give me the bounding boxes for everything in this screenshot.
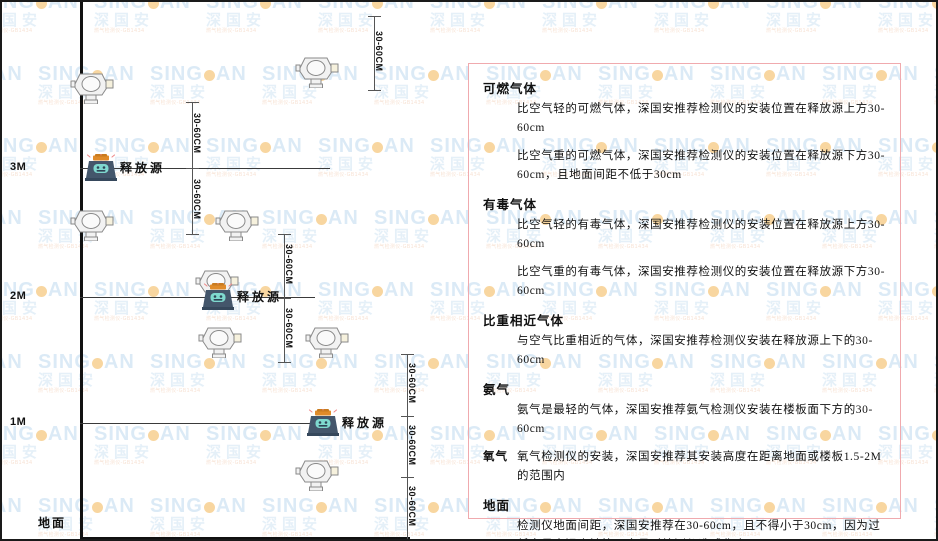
panel-section: 可燃气体比空气轻的可燃气体，深国安推荐检测仪的安装位置在释放源上方30-60cm… <box>483 78 888 185</box>
dimension-tick <box>278 298 291 299</box>
gas-detector-icon <box>295 457 339 492</box>
panel-section-heading: 氨气 <box>483 383 511 397</box>
level-line-3M <box>80 168 330 169</box>
panel-section-heading: 地面 <box>483 499 511 513</box>
panel-section-heading: 氧气 <box>483 451 508 463</box>
release-source-label: 释放源 <box>120 161 166 175</box>
dimension-tick <box>278 362 291 363</box>
panel-section-paragraph: 检测仪地面间距，深国安推荐在30-60cm，且不得小于30cm，因为过低容易水浸… <box>517 520 881 532</box>
dimension-tick <box>278 234 291 235</box>
panel-section-inline: 氧气 氧气检测仪的安装，深国安推荐其安装高度在距离地面或楼板1.5-2M的范围内 <box>483 448 888 486</box>
dimension-label: 30-60CM <box>407 486 417 527</box>
panel-section: 氨气 氨气是最轻的气体，深国安推荐氨气检测仪安装在楼板面下方的30-60cm <box>483 379 888 439</box>
panel-section: 氧气 氧气检测仪的安装，深国安推荐其安装高度在距离地面或楼板1.5-2M的范围内 <box>483 448 888 486</box>
dimension-tick <box>186 102 199 103</box>
panel-section-paragraph: 比空气重的有毒气体，深国安推荐检测仪的安装位置在释放源下方30-60cm <box>517 266 886 297</box>
gas-detector-icon <box>70 70 114 105</box>
gas-detector-icon <box>305 324 349 359</box>
panel-section-paragraph: 比空气重的可燃气体，深国安推荐检测仪的安装位置在释放源下方30-60cm，且地面… <box>517 150 886 181</box>
panel-section: 有毒气体比空气轻的有毒气体，深国安推荐检测仪的安装位置在释放源上方30-60cm… <box>483 194 888 301</box>
panel-section-paragraph: 比空气轻的有毒气体，深国安推荐检测仪的安装位置在释放源上方30-60cm <box>517 219 886 250</box>
release-source-label: 释放源 <box>342 416 388 430</box>
release-source-icon <box>202 281 234 311</box>
dimension-tick <box>401 416 414 417</box>
ground-label: 地面 <box>38 516 67 530</box>
panel-section-paragraph: 氧气检测仪的安装，深国安推荐其安装高度在距离地面或楼板1.5-2M的范围内 <box>517 451 882 482</box>
panel-section: 地面检测仪地面间距，深国安推荐在30-60cm，且不得小于30cm，因为过低容易… <box>483 495 888 539</box>
panel-section-heading: 有毒气体 <box>483 198 538 212</box>
level-label-2M: 2M <box>10 290 27 302</box>
level-line-1M <box>80 423 320 424</box>
dimension-tick <box>368 16 381 17</box>
vertical-axis <box>80 2 83 539</box>
dimension-label: 30-60CM <box>192 179 202 220</box>
gas-detector-icon <box>198 324 242 359</box>
level-label-3M: 3M <box>10 161 27 173</box>
panel-section-paragraph: 氨气是最轻的气体，深国安推荐氨气检测仪安装在楼板面下方的30-60cm <box>517 404 873 435</box>
gas-detector-icon <box>70 207 114 242</box>
dimension-label: 30-60CM <box>374 31 384 72</box>
dimension-label: 30-60CM <box>284 308 294 349</box>
level-line-2M <box>80 297 315 298</box>
release-source-icon <box>307 407 339 437</box>
panel-section-paragraph: 与空气比重相近的气体，深国安推荐检测仪安装在释放源上下的30-60cm <box>517 335 873 366</box>
dimension-tick <box>401 539 414 540</box>
installation-height-diagram: 3M 2M 1M 30-60CM 30-60CM 30-60CM 30-60CM 30-60… <box>2 2 462 539</box>
dimension-label: 30-60CM <box>192 113 202 154</box>
release-source-label: 释放源 <box>237 290 283 304</box>
gas-detector-icon <box>295 54 339 89</box>
dimension-tick <box>186 168 199 169</box>
dimension-tick <box>401 477 414 478</box>
panel-section-heading: 可燃气体 <box>483 82 538 96</box>
dimension-label: 30-60CM <box>284 244 294 285</box>
panel-section-paragraph: 比空气轻的可燃气体，深国安推荐检测仪的安装位置在释放源上方30-60cm <box>517 103 886 134</box>
dimension-tick <box>186 234 199 235</box>
release-source-icon <box>85 152 117 182</box>
dimension-tick <box>368 90 381 91</box>
dimension-label: 30-60CM <box>407 363 417 404</box>
gas-detector-icon <box>215 207 259 242</box>
dimension-line <box>407 354 408 539</box>
recommendation-panel: 可燃气体比空气轻的可燃气体，深国安推荐检测仪的安装位置在释放源上方30-60cm… <box>468 63 901 532</box>
ground-baseline <box>80 537 410 539</box>
dimension-label: 30-60CM <box>407 425 417 466</box>
dimension-tick <box>401 354 414 355</box>
dimension-line <box>374 16 375 90</box>
panel-section-heading: 比重相近气体 <box>483 314 565 328</box>
panel-section: 比重相近气体与空气比重相近的气体，深国安推荐检测仪安装在释放源上下的30-60c… <box>483 310 888 370</box>
level-label-1M: 1M <box>10 416 27 428</box>
